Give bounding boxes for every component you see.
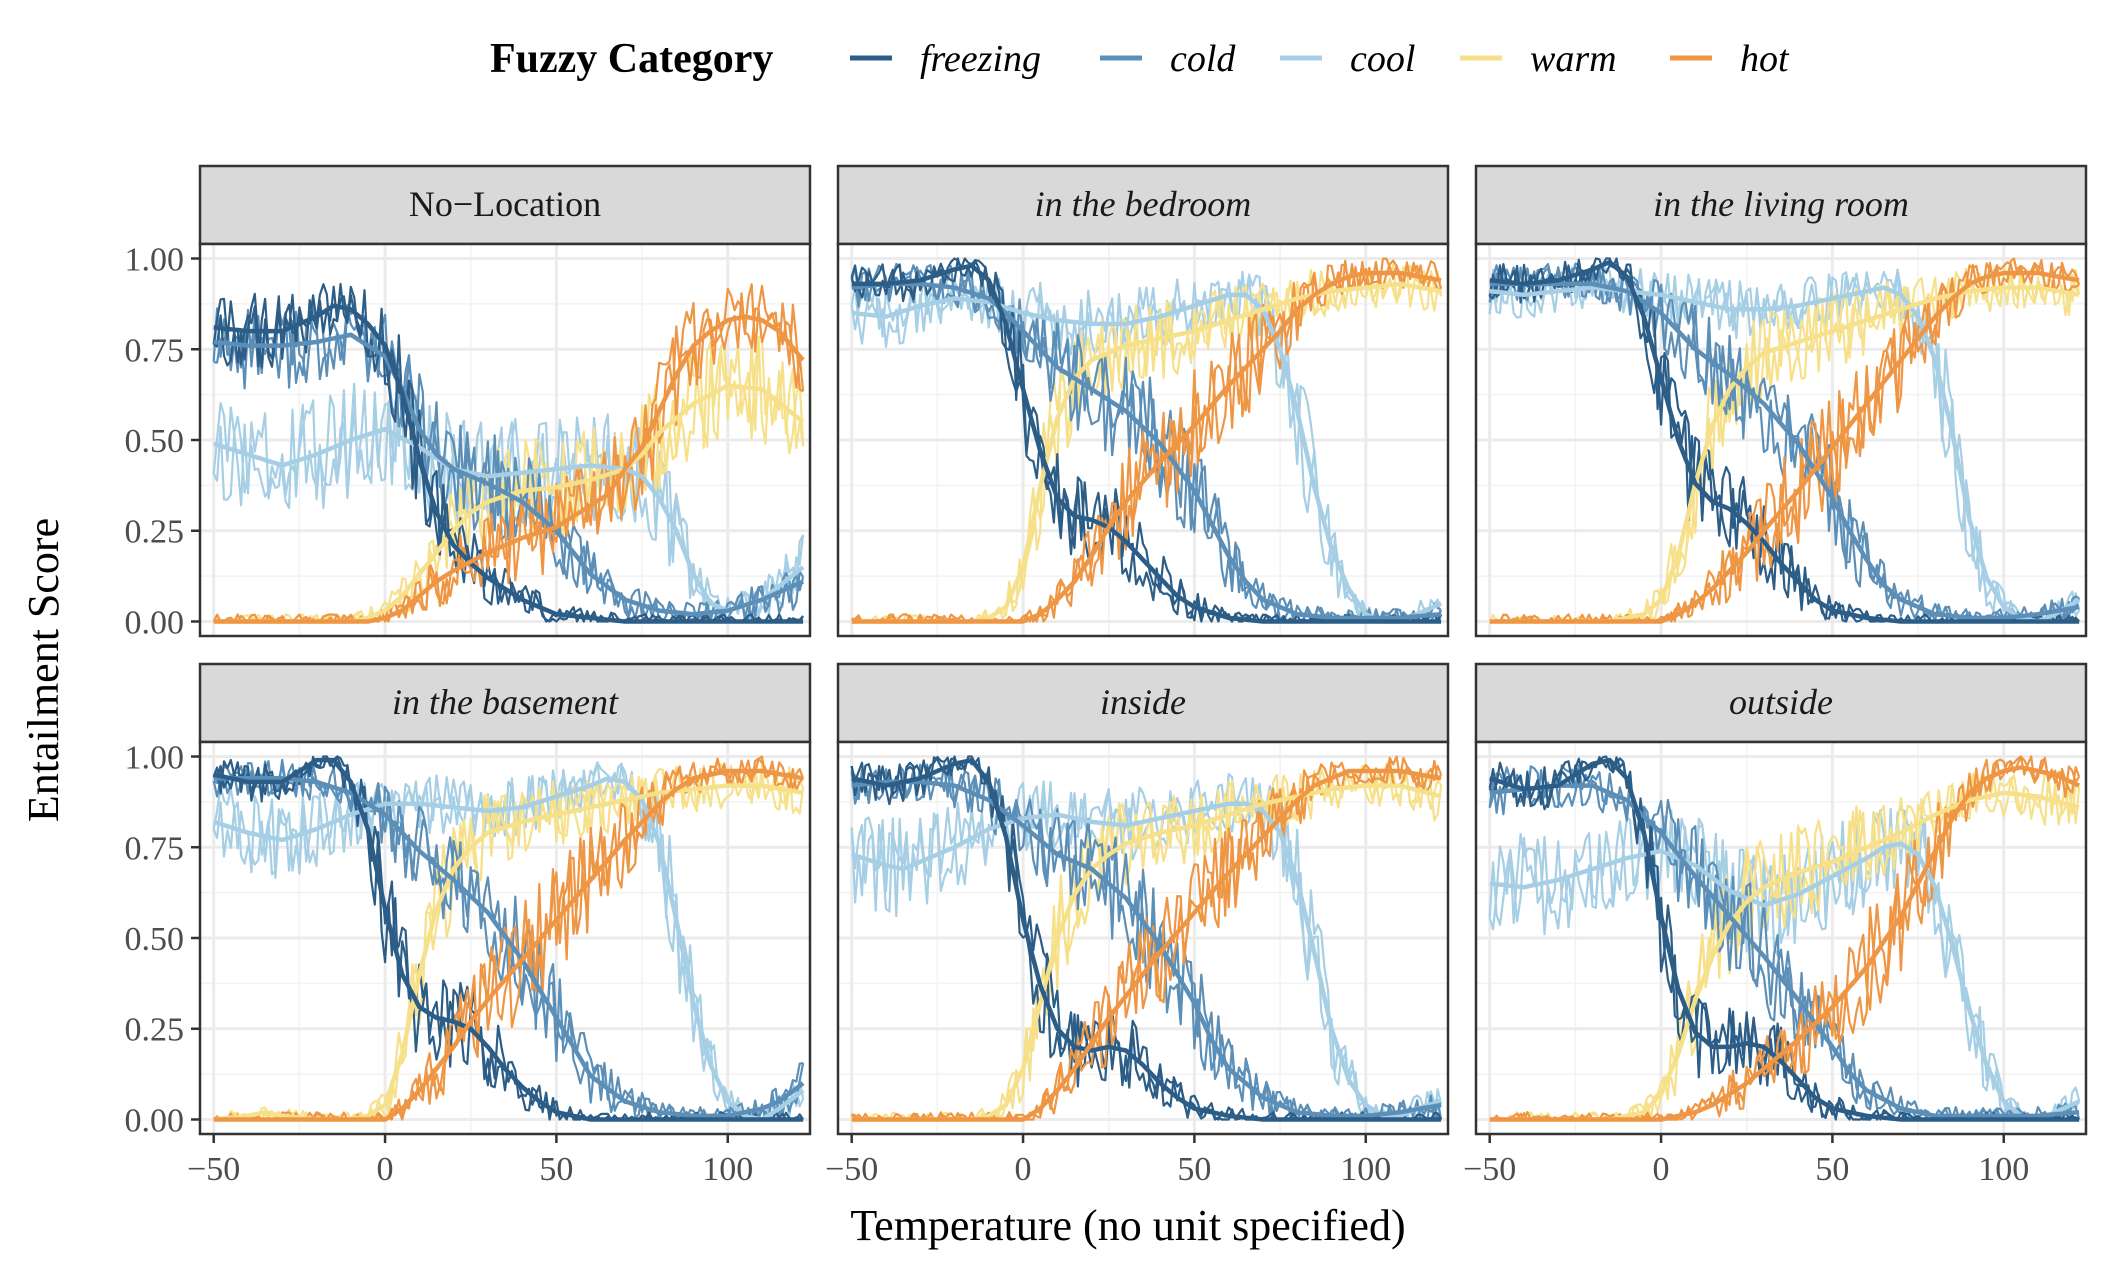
x-tick-label: 0 [377, 1151, 394, 1188]
series-raw-cool [1488, 807, 2081, 1121]
y-tick-label: 0.75 [125, 332, 185, 369]
facet-panel: in the living room [1474, 164, 2088, 638]
series-smooth-hot [1489, 270, 2080, 624]
x-tick-label: −50 [1463, 1151, 1516, 1188]
x-tick-label: 100 [702, 1151, 753, 1188]
panel-border [836, 242, 1450, 638]
series-smooth-hot [213, 768, 804, 1122]
facet-strip [198, 662, 812, 744]
y-tick-label: 0.75 [125, 830, 185, 867]
series-smooth-freezing [213, 303, 804, 624]
series-smooth-cool [851, 801, 1442, 1119]
y-tick-label: 0.25 [125, 514, 185, 551]
y-tick-label: 0.50 [125, 921, 185, 958]
series-smooth-cold [213, 776, 805, 1119]
series-raw-cold [1488, 767, 2081, 1121]
series-lines [212, 755, 805, 1122]
x-tick-label: 0 [1015, 1151, 1032, 1188]
facet-strip-label: in the bedroom [1035, 184, 1252, 224]
legend-label-hot: hot [1740, 38, 1790, 80]
legend-label-cold: cold [1170, 38, 1236, 80]
facet-panel: inside −50 0 50 100 [825, 662, 1450, 1188]
facet-strip [836, 164, 1450, 246]
series-smooth-cold [1489, 783, 2080, 1119]
series-smooth-cold [851, 779, 1442, 1119]
y-tick-label: 0.25 [125, 1012, 185, 1049]
x-tick-label: 50 [1177, 1151, 1211, 1188]
panel-border [836, 740, 1450, 1136]
series-lines [212, 282, 805, 624]
series-smooth-freezing [851, 263, 1442, 624]
axis-titles: Temperature (no unit specified) Entailme… [19, 518, 1406, 1250]
series-raw-cool [1488, 809, 2081, 1121]
series-smooth-hot [851, 270, 1442, 624]
legend-label-warm: warm [1530, 38, 1617, 80]
series-raw-freezing [213, 283, 804, 623]
y-tick-label: 0.00 [125, 1102, 185, 1139]
y-tick-label: 1.00 [125, 242, 185, 279]
facet-strip-label: in the basement [392, 682, 619, 722]
x-axis-title: Temperature (no unit specified) [850, 1201, 1405, 1250]
facet-strip-label: No−Location [409, 184, 601, 224]
series-raw-hot [851, 259, 1443, 623]
series-raw-hot [850, 755, 1443, 1121]
facet-strip-label: outside [1729, 682, 1833, 722]
series-raw-hot [1489, 257, 2080, 623]
series-smooth-cool [1489, 285, 2081, 624]
x-tick-label: −50 [825, 1151, 878, 1188]
y-tick-label: 0.00 [125, 604, 185, 641]
y-tick-label: 1.00 [125, 740, 185, 777]
panel-border [1474, 242, 2088, 638]
facet-strip [198, 164, 812, 246]
y-tick-label: 0.50 [125, 423, 185, 460]
series-lines [850, 257, 1443, 624]
facet-strip [1474, 662, 2088, 744]
facet-panel: No−Location 0.00 0.25 0.50 0.75 1.00 [125, 164, 812, 641]
legend-label-freezing: freezing [920, 38, 1041, 80]
series-lines [850, 755, 1443, 1122]
series-smooth-cool [213, 776, 805, 1122]
facet-strip-label: in the living room [1653, 184, 1909, 224]
facet-panel: outside −50 0 50 100 [1463, 662, 2088, 1188]
series-smooth-freezing [851, 757, 1442, 1122]
series-smooth-freezing [1489, 757, 2080, 1122]
x-tick-label: 100 [1340, 1151, 1391, 1188]
legend: Fuzzy Category freezing cold cool warm hot [490, 36, 1790, 82]
series-smooth-hot [851, 768, 1442, 1122]
legend-label-cool: cool [1350, 38, 1415, 80]
series-smooth-cool [1489, 841, 2081, 1122]
series-smooth-cold [213, 332, 805, 617]
facet-panel: in the bedroom [836, 164, 1450, 638]
x-tick-label: 50 [539, 1151, 573, 1188]
legend-title: Fuzzy Category [490, 36, 773, 82]
x-tick-label: 100 [1978, 1151, 2029, 1188]
panel-border [1474, 740, 2088, 1136]
series-smooth-hot [213, 314, 805, 624]
series-smooth-hot [1489, 765, 2081, 1122]
series-lines [1488, 257, 2081, 624]
y-axis-title: Entailment Score [19, 518, 68, 822]
facet-strip [836, 662, 1450, 744]
x-tick-label: 50 [1815, 1151, 1849, 1188]
series-smooth-cold [851, 281, 1442, 621]
series-smooth-cold [1489, 281, 2080, 621]
series-smooth-cool [851, 292, 1443, 624]
facet-panel: in the basement 0.00 0.25 0.50 0.75 1.00 −50 0 5… [125, 662, 812, 1188]
series-smooth-freezing [213, 757, 804, 1122]
series-smooth-cool [213, 426, 805, 613]
x-tick-label: −50 [187, 1151, 240, 1188]
series-smooth-freezing [1489, 259, 2080, 624]
x-tick-label: 0 [1653, 1151, 1670, 1188]
facet-strip-label: inside [1100, 682, 1186, 722]
facet-panels: No−Location 0.00 0.25 0.50 0.75 1.00 in the be… [125, 164, 2088, 1188]
series-lines [1488, 755, 2081, 1122]
